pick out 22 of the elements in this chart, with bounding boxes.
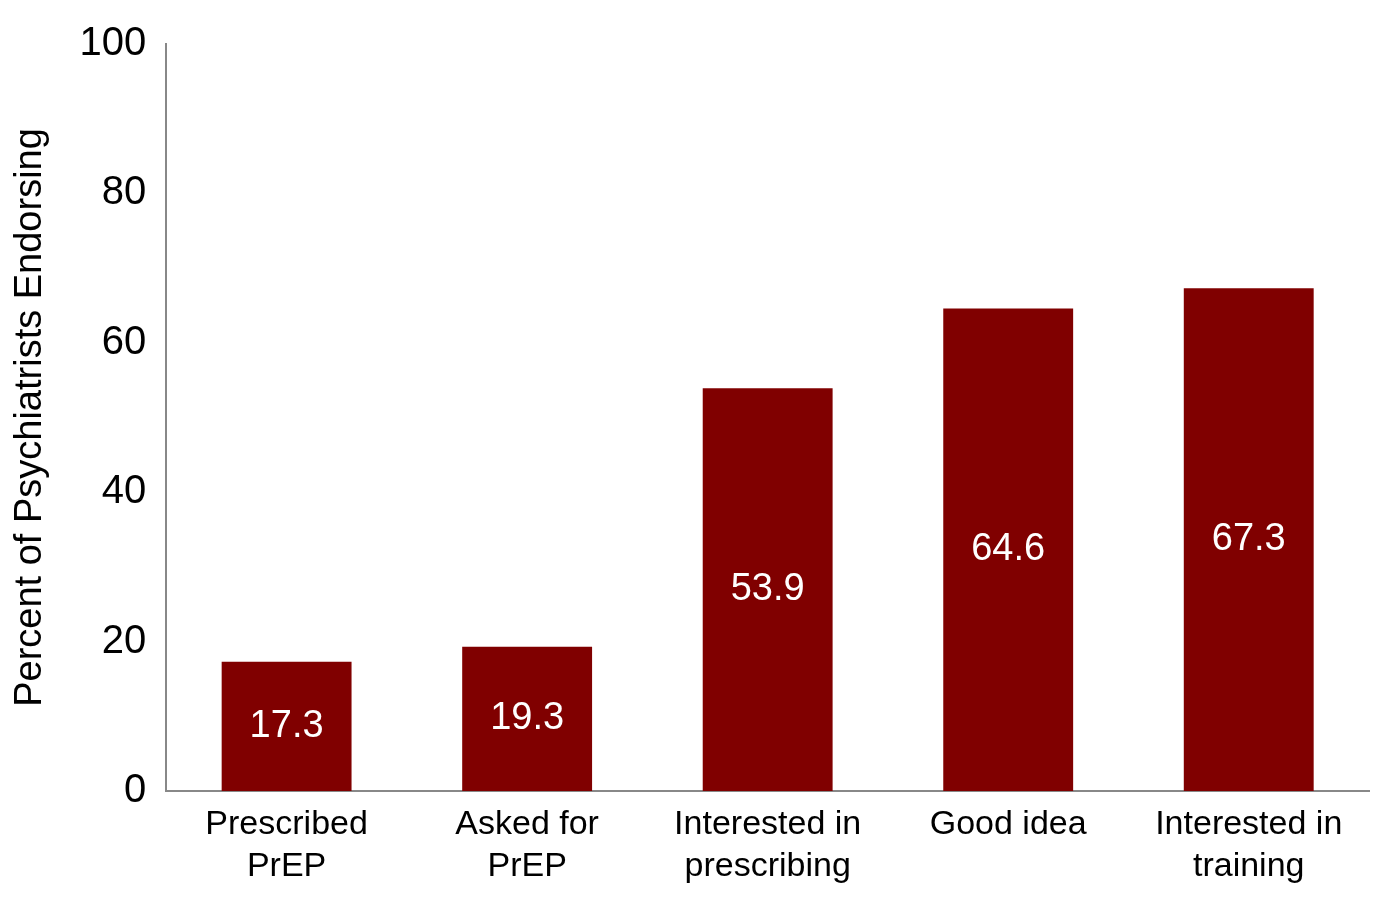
data-label: 17.3 [249, 702, 324, 745]
x-tick-label: Prescribed PrEP [205, 802, 368, 884]
bar [943, 308, 1074, 791]
y-tick-label: 100 [79, 19, 147, 64]
bar [1183, 288, 1314, 791]
data-label: 53.9 [730, 566, 805, 609]
data-label: 67.3 [1211, 516, 1286, 559]
x-tick-label: Good idea [929, 802, 1087, 841]
y-tick-label: 20 [101, 616, 147, 661]
data-label: 19.3 [490, 695, 565, 738]
bar [462, 646, 593, 791]
y-axis-title: Percent of Psychiatrists Endorsing [7, 128, 50, 707]
x-tick-label: Interested in training [1155, 802, 1343, 884]
y-tick-label: 80 [101, 168, 147, 213]
x-tick-label: Asked for PrEP [455, 802, 599, 884]
data-label: 64.6 [971, 526, 1046, 569]
y-tick-label: 40 [101, 467, 147, 512]
y-tick-label: 60 [101, 317, 147, 362]
bar [702, 388, 833, 791]
x-tick-label: Interested in prescribing [674, 802, 862, 884]
bar [221, 661, 352, 791]
y-tick-label: 0 [124, 766, 147, 811]
